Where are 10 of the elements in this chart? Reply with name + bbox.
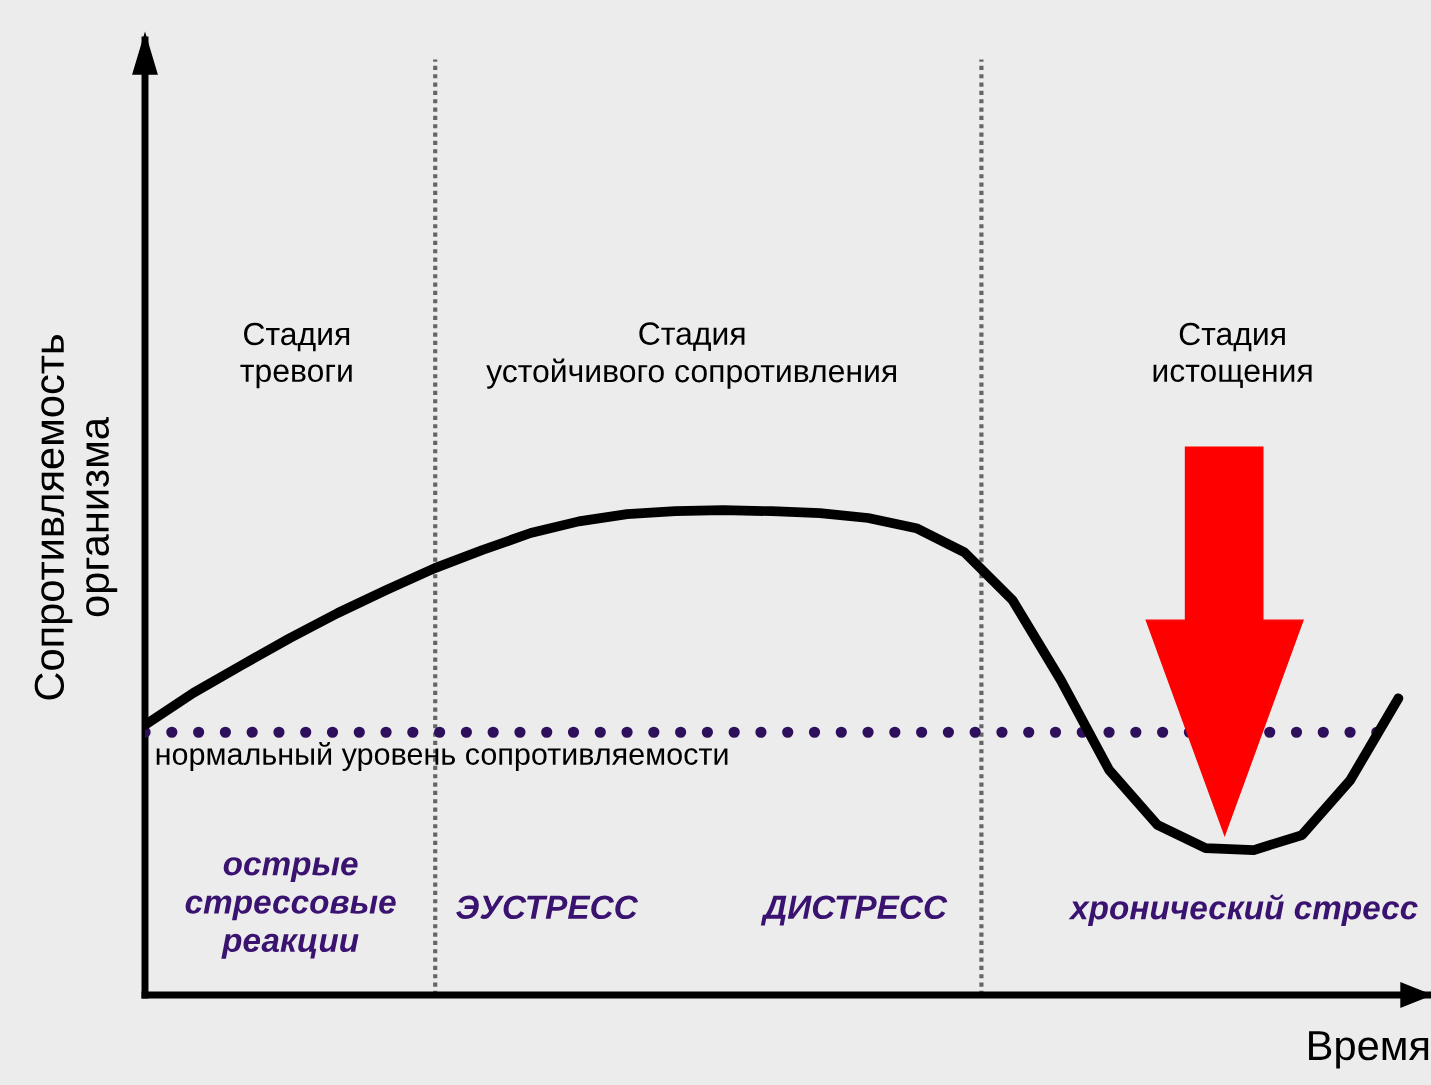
annotation: ДИСТРЕСС	[760, 895, 948, 926]
text: Стадия истощения	[1153, 322, 1312, 389]
annotation: ЭУСТРЕСС	[456, 895, 639, 920]
annotation: хронический стресс	[1068, 894, 1418, 927]
ref-line-label: нормальный уровень сопротивляемости	[156, 741, 728, 771]
y-axis-title: Сопротивляемость организма	[34, 335, 118, 700]
x-axis-title: Время	[1309, 1031, 1429, 1069]
text: Стадия тревоги	[240, 322, 352, 389]
annotation: острые стрессовые реакции	[185, 857, 396, 959]
text: Стадия устойчивого сопротивления	[486, 322, 896, 389]
